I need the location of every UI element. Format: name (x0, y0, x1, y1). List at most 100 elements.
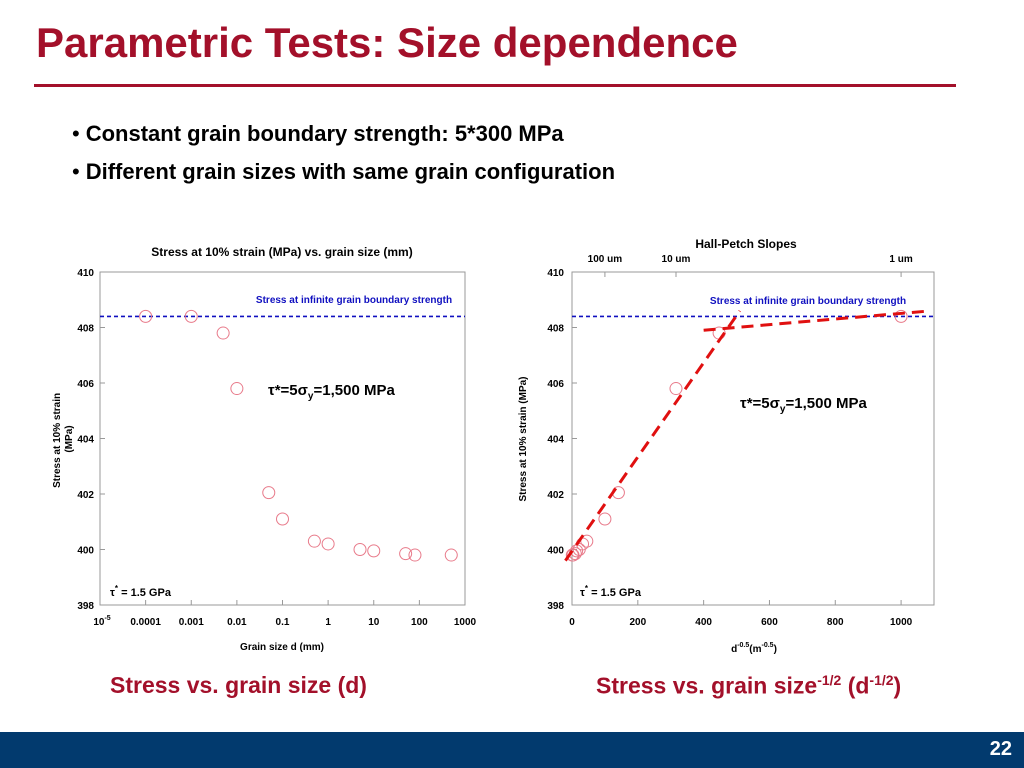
x-tick-label: 10-5 (93, 615, 110, 628)
page-number: 22 (989, 738, 1012, 760)
x-tick-label: 1 (325, 617, 331, 628)
x-tick-label: 1000 (454, 617, 477, 628)
bullet-item: • Constant grain boundary strength: 5*300… (72, 120, 615, 158)
bullet-dot: • (72, 159, 80, 184)
data-point (669, 382, 683, 396)
sigma-subscript: y (780, 404, 786, 415)
footer-bar: 22 (0, 732, 1024, 768)
reference-line-label: Stress at infinite grain boundary streng… (710, 296, 906, 307)
x-tick-label: 100 (411, 617, 428, 628)
grain-size-top-labels: 100 um 10 um 1 um (588, 254, 913, 277)
data-point (216, 326, 230, 340)
hall-petch-fit-lines (564, 309, 931, 562)
caption-close: ) (893, 672, 902, 699)
data-point (353, 543, 367, 556)
x-tick-base: 10 (93, 617, 105, 628)
sigma-symbol: σ (770, 395, 780, 412)
x-axis-label: d-0.5(m-0.5) (731, 642, 777, 655)
annotation-rest: =1,500 MPa (313, 382, 395, 399)
bullet-item: • Different grain sizes with same grain c… (72, 158, 615, 196)
tau-star: * (115, 584, 119, 593)
top-tick-label: 10 um (662, 254, 691, 265)
bullet-text: Different grain sizes with same grain co… (85, 159, 616, 184)
data-point (184, 309, 198, 323)
data-point (321, 537, 335, 551)
y-axis-label-line1: Stress at 10% strain (52, 393, 63, 488)
x-label-base: d (731, 644, 737, 655)
x-label-exp2: -0.5 (762, 642, 774, 649)
data-point (598, 512, 612, 526)
chart-title: Stress at 10% strain (MPa) vs. grain siz… (151, 245, 412, 259)
tau-note: τ* = 1.5 GPa (580, 584, 642, 599)
y-axis-ticks: 398 400 402 404 406 408 410 (547, 268, 577, 612)
y-tick-label: 410 (77, 268, 94, 279)
x-axis-label: Grain size d (mm) (240, 642, 324, 653)
x-tick-label: 1000 (890, 617, 913, 628)
x-axis-ticks: 10-5 0.0001 0.001 0.01 0.1 1 10 100 1000 (93, 600, 477, 628)
tau-symbol: τ (110, 587, 115, 599)
x-tick-label: 0.1 (276, 617, 290, 628)
x-tick-label: 0.01 (227, 617, 247, 628)
data-point (367, 544, 381, 558)
fit-line (564, 309, 742, 562)
y-tick-label: 398 (77, 601, 94, 612)
y-axis-ticks: 398 400 402 404 406 408 410 (77, 268, 105, 612)
top-tick-label: 1 um (889, 254, 912, 265)
x-tick-label: 10 (368, 617, 380, 628)
tau-star: * (585, 584, 589, 593)
tau-note-rest: = 1.5 GPa (588, 587, 642, 599)
y-tick-label: 406 (77, 379, 94, 390)
title-divider (34, 84, 956, 87)
annotation-mid: *=5 (747, 395, 770, 412)
caption-paren: (d (841, 672, 870, 699)
data-points (565, 309, 908, 562)
y-axis-label: Stress at 10% strain (MPa) (518, 376, 529, 501)
x-tick-label: 400 (695, 617, 712, 628)
data-point (444, 548, 458, 562)
y-tick-label: 404 (547, 435, 564, 446)
y-tick-label: 400 (77, 546, 94, 557)
x-tick-label: 200 (629, 617, 646, 628)
chart-title: Hall-Petch Slopes (695, 237, 797, 251)
stress-vs-grain-size-chart: Stress at 10% strain (MPa) vs. grain siz… (52, 245, 477, 653)
top-tick-label: 100 um (588, 254, 623, 265)
x-label-end: ) (774, 644, 777, 655)
caption-main: Stress vs. grain size (596, 672, 818, 699)
reference-line-label: Stress at infinite grain boundary streng… (256, 295, 452, 306)
x-tick-label: 0 (569, 617, 575, 628)
plot-area (571, 271, 935, 606)
x-tick-label: 600 (761, 617, 778, 628)
y-tick-label: 402 (77, 490, 94, 501)
slide-title: Parametric Tests: Size dependence (36, 19, 738, 66)
x-axis-ticks: 0 200 400 600 800 1000 (569, 600, 913, 628)
tau-symbol: τ (580, 587, 585, 599)
data-points (139, 309, 458, 562)
bullet-text: Constant grain boundary strength: 5*300 … (85, 121, 564, 146)
tau-note-rest: = 1.5 GPa (118, 587, 172, 599)
data-point (139, 309, 153, 323)
tau-annotation: τ*=5σy=1,500 MPa (268, 382, 395, 402)
plot-area (99, 271, 466, 606)
bullet-list: • Constant grain boundary strength: 5*300… (72, 120, 615, 196)
tau-symbol: τ (740, 395, 747, 412)
sigma-subscript: y (308, 391, 314, 402)
y-axis-label: Stress at 10% strain (MPa) (52, 390, 75, 488)
caption-exponent: -1/2 (869, 672, 894, 688)
x-tick-exponent: -5 (104, 615, 110, 622)
tau-annotation: τ*=5σy=1,500 MPa (740, 395, 867, 415)
y-tick-label: 404 (77, 435, 94, 446)
y-tick-label: 410 (547, 268, 564, 279)
data-point (262, 486, 276, 500)
data-point (276, 512, 289, 526)
x-tick-label: 0.001 (179, 617, 204, 628)
y-tick-label: 408 (77, 324, 94, 335)
data-point (408, 548, 422, 562)
data-point (399, 547, 413, 561)
x-tick-label: 0.0001 (130, 617, 161, 628)
x-label-mid: (m (749, 644, 761, 655)
y-axis-label-line2: (MPa) (64, 425, 75, 452)
tau-symbol: τ (268, 382, 275, 399)
right-chart-caption: Stress vs. grain size-1/2 (d-1/2) (596, 672, 901, 700)
x-label-exp1: -0.5 (737, 642, 749, 649)
caption-exponent: -1/2 (817, 672, 842, 688)
